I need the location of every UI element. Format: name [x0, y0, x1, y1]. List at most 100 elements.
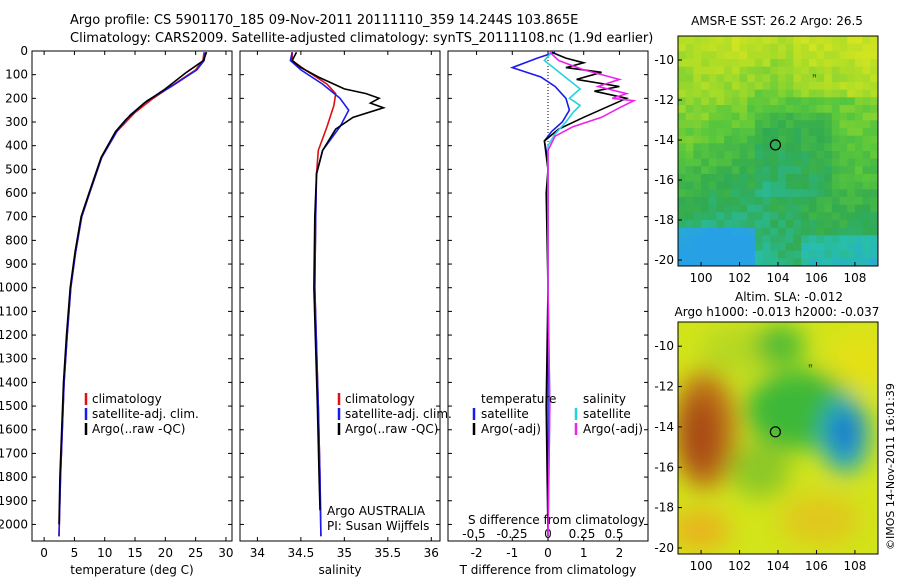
sst-cell: [708, 59, 718, 68]
header-line1: Argo profile: CS 5901170_185 09-Nov-2011…: [70, 13, 578, 28]
sst-cell: [762, 128, 771, 137]
sst-cell: [847, 89, 856, 98]
sst-cell: [778, 243, 787, 252]
sst-cell: [731, 51, 741, 60]
sst-cell: [739, 158, 748, 167]
sst-cell: [693, 82, 702, 91]
sst-cell: [701, 243, 710, 252]
sst-cell: [793, 66, 802, 75]
sst-cell: [793, 212, 802, 221]
sst-cell: [739, 204, 748, 213]
sst-cell: [839, 151, 848, 160]
sst-cell: [816, 158, 825, 167]
sst-cell: [870, 51, 878, 60]
sst-cell: [708, 235, 718, 244]
sst-cell: [770, 235, 779, 244]
sst-cell: [793, 36, 802, 45]
sst-cell: [685, 51, 694, 60]
sst-map: AMSR-E SST: 26.2 Argo: 26.5 100 102 104 106…: [654, 14, 879, 285]
sst-cell: [831, 235, 841, 244]
sst-cell: [847, 220, 856, 229]
sst-cell: [816, 51, 825, 60]
sst-cell: [701, 135, 710, 144]
sst-cell: [747, 143, 756, 152]
sst-cell: [778, 36, 787, 45]
sst-cell: [739, 220, 748, 229]
sst-cell: [824, 258, 833, 266]
sst-cell: [685, 174, 694, 183]
sst-cell: [754, 74, 764, 83]
sst-cell: [831, 135, 841, 144]
sst-cell: [801, 189, 810, 198]
sst-cell: [778, 112, 787, 121]
sst-cell: [731, 151, 741, 160]
sst-cell: [839, 59, 848, 68]
sst-cell: [701, 235, 710, 244]
sst-cell: [770, 174, 779, 183]
sst-cell: [693, 212, 702, 221]
sst-cell: [754, 204, 764, 213]
sst-cell: [739, 82, 748, 91]
sst-cell: [801, 151, 810, 160]
sst-cell: [708, 120, 718, 129]
sst-cell: [701, 181, 710, 190]
sst-cell: [708, 51, 718, 60]
sst-cell: [808, 181, 818, 190]
sst-cell: [862, 36, 871, 45]
sst-cell: [816, 235, 825, 244]
sst-cell: [778, 89, 787, 98]
sst-cell: [716, 243, 725, 252]
sst-cell: [862, 128, 871, 137]
sst-cell: [747, 189, 756, 198]
sst-cell: [739, 151, 748, 160]
sst-cell: [685, 135, 694, 144]
sst-cell: [824, 197, 833, 206]
sst-cell: [731, 74, 741, 83]
sst-cell: [693, 128, 702, 137]
sst-cell: [770, 158, 779, 167]
sst-cell: [731, 212, 741, 221]
sst-cell: [716, 204, 725, 213]
sst-cell: [731, 97, 741, 106]
sst-cell: [854, 151, 864, 160]
sst-cell: [808, 120, 818, 129]
sst-cell: [724, 120, 733, 129]
sst-cell: [824, 227, 833, 236]
sst-cell: [762, 74, 771, 83]
sst-cell: [824, 89, 833, 98]
series-line: [291, 51, 387, 511]
sst-cell: [831, 166, 841, 175]
sst-cell: [862, 166, 871, 175]
sst-cell: [685, 143, 694, 152]
sst-cell: [747, 204, 756, 213]
temperature-legend: climatology satellite-adj. clim. Argo(..…: [84, 392, 199, 436]
sst-cell: [778, 250, 787, 259]
sst-cell: [808, 166, 818, 175]
sst-cell: [724, 204, 733, 213]
sst-cell: [716, 51, 725, 60]
sst-cell: [724, 158, 733, 167]
sst-cell: [739, 112, 748, 121]
y-tick-label: -18: [654, 213, 674, 227]
argo-position-marker: [769, 139, 782, 151]
sst-cell: [724, 258, 733, 266]
sst-cell: [862, 250, 871, 259]
sst-cell: [793, 220, 802, 229]
sst-cell: [716, 105, 725, 114]
sst-cell: [685, 82, 694, 91]
sst-cell: [685, 120, 694, 129]
sst-cell: [862, 89, 871, 98]
sst-cell: [785, 158, 794, 167]
sla-map: Altim. SLA: -0.012 Argo h1000: -0.013 h2…: [654, 290, 879, 573]
sst-cell: [824, 105, 833, 114]
sst-cell: [739, 197, 748, 206]
sst-cell: [762, 97, 771, 106]
y-tick-label: 1400: [0, 375, 28, 389]
sst-cell: [824, 51, 833, 60]
x-tick-label: 1: [580, 546, 588, 560]
sst-cell: [785, 204, 794, 213]
sst-cell: [793, 174, 802, 183]
top-tick-label: -0.25: [496, 527, 527, 541]
float-pi: PI: Susan Wijffels: [327, 519, 429, 533]
sst-cell: [770, 105, 779, 114]
